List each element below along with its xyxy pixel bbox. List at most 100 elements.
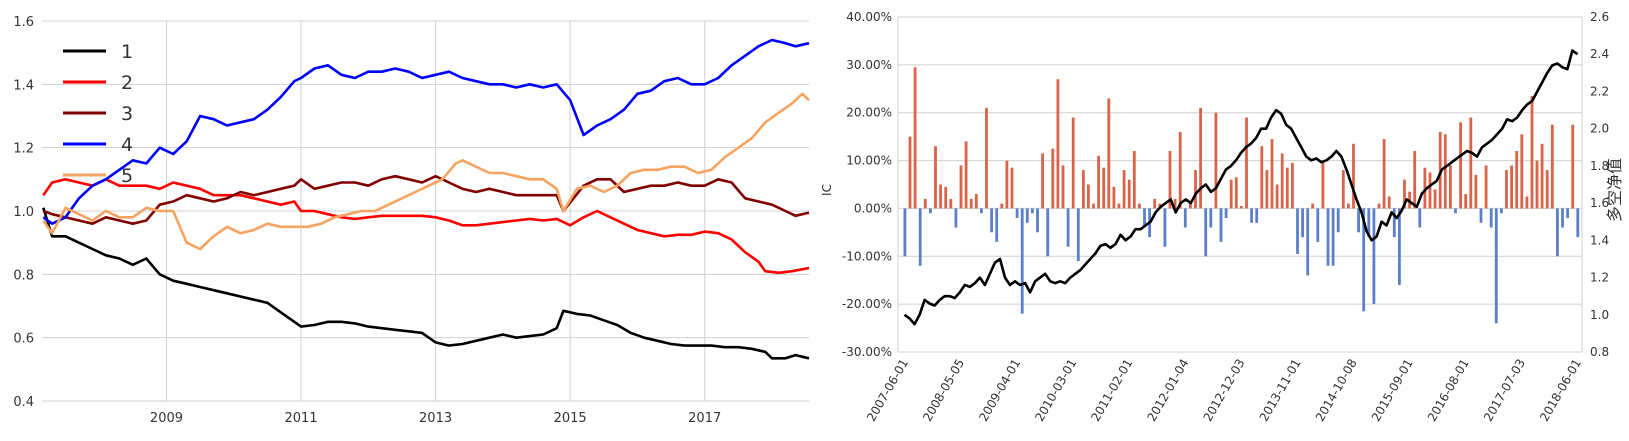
series-line-5 <box>42 92 810 251</box>
right-y2-tick-label: 2.0 <box>1590 122 1609 136</box>
legend-label-2: 2 <box>121 72 133 94</box>
ic-bar <box>1005 160 1009 209</box>
legend-label-3: 3 <box>121 103 133 125</box>
right-y2-tick-label: 2.4 <box>1590 47 1609 61</box>
ic-bar <box>1020 208 1024 314</box>
ic-bar <box>1510 165 1513 209</box>
ic-bar <box>1459 122 1462 209</box>
right-right-y-tick-labels: 0.8 1.0 1.2 1.4 1.6 1.8 2.0 2.2 2.4 2.6 <box>1590 10 1609 359</box>
ic-bar <box>1280 153 1284 209</box>
ic-bar <box>1046 208 1050 257</box>
ic-bar <box>1520 134 1524 209</box>
right-x-tick-labels: 2007-06-01 2008-05-05 2009-04-01 2010-03-01… <box>864 357 1584 424</box>
right-y2-tick-label: 2.2 <box>1590 84 1609 98</box>
left-y-tick-labels: 0.4 0.6 0.8 1.0 1.2 1.4 1.6 <box>13 15 34 410</box>
ic-bar <box>1428 172 1432 209</box>
right-y2-tick-label: 1.0 <box>1590 308 1609 322</box>
ic-bar <box>1285 167 1289 209</box>
ic-bar <box>1566 208 1569 218</box>
ic-bar <box>1082 170 1085 209</box>
ic-bar <box>1270 139 1274 209</box>
ic-bar <box>1403 179 1406 209</box>
right-x-tick-label: 2015-09-01 <box>1369 357 1416 424</box>
left-x-tick-labels: 2009 2011 2013 2015 2017 <box>150 411 721 426</box>
series-line-4 <box>42 38 810 225</box>
ic-bar <box>1357 208 1360 233</box>
right-y2-tick-label: 0.8 <box>1590 345 1609 359</box>
ic-bar <box>1413 151 1417 209</box>
left-y-tick-label: 1.2 <box>13 142 34 157</box>
right-y-tick-label: 30.00% <box>846 58 892 72</box>
ic-bar <box>1092 203 1095 209</box>
left-x-tick-label: 2011 <box>284 411 317 426</box>
right-x-tick-label: 2013-11-01 <box>1257 357 1304 424</box>
right-y-tick-label: 0.00% <box>854 201 892 215</box>
ic-bar <box>954 208 958 228</box>
ic-bar <box>1392 208 1396 238</box>
ic-bar <box>1107 98 1111 209</box>
right-plot-background <box>898 17 1582 352</box>
ic-bar <box>918 208 922 266</box>
right-x-tick-label: 2009-04-01 <box>976 357 1023 424</box>
ic-bar <box>1423 167 1427 209</box>
ic-bar <box>1500 208 1503 214</box>
ic-bar <box>1576 208 1580 238</box>
ic-bar <box>1224 208 1228 218</box>
right-x-tick-label: 2017-07-03 <box>1481 357 1528 424</box>
ic-bar <box>1474 174 1478 209</box>
ic-bar <box>1525 196 1529 209</box>
ic-bar <box>1102 167 1106 209</box>
ic-bar <box>980 208 983 214</box>
left-y-tick-label: 1.0 <box>13 205 34 220</box>
ic-bar <box>1296 208 1299 254</box>
left-x-tick-label: 2015 <box>554 411 587 426</box>
ic-bar <box>1056 79 1060 209</box>
right-y-tick-label: 10.00% <box>846 154 892 168</box>
right-y2-axis-label: 多空净值 <box>1605 158 1624 222</box>
right-x-tick-label: 2012-12-03 <box>1201 357 1248 424</box>
series-line-1 <box>42 207 810 360</box>
right-y-axis-label: IC <box>820 184 834 196</box>
ic-bar <box>1556 208 1559 257</box>
ic-bar <box>1015 208 1019 218</box>
ic-bar <box>1316 208 1320 242</box>
legend-label-4: 4 <box>121 134 133 156</box>
ic-bar <box>1122 170 1126 209</box>
right-y2-tick-label: 1.2 <box>1590 271 1609 285</box>
ic-bar <box>1291 163 1294 209</box>
right-grid <box>897 16 1583 353</box>
left-x-tick-label: 2017 <box>688 411 721 426</box>
ic-bar <box>913 67 917 209</box>
left-x-tick-label: 2009 <box>150 411 183 426</box>
ic-bar <box>1311 203 1315 209</box>
ic-bar <box>969 198 973 209</box>
ic-bar <box>908 136 912 209</box>
ic-bar <box>1127 179 1131 209</box>
ic-bar <box>1382 139 1386 209</box>
left-y-tick-label: 0.6 <box>13 332 34 347</box>
ic-bar <box>1484 165 1488 209</box>
left-grid <box>42 20 809 402</box>
ic-bar <box>1515 151 1519 209</box>
ic-bar <box>1240 206 1243 209</box>
ic-bar <box>1301 208 1304 238</box>
right-y-tick-label: -20.00% <box>842 297 892 311</box>
right-ic-bars <box>903 67 1580 324</box>
ic-bar <box>1219 208 1223 242</box>
ic-bar <box>1087 184 1090 209</box>
ic-bar <box>1321 160 1325 209</box>
ic-bar <box>1571 124 1575 209</box>
left-y-tick-label: 0.4 <box>13 395 34 410</box>
right-x-tick-label: 2010-03-01 <box>1032 357 1079 424</box>
ic-bar <box>1449 165 1452 209</box>
ic-bar <box>1454 208 1457 214</box>
right-y-tick-label: 40.00% <box>846 10 892 24</box>
ic-bar <box>1000 203 1004 209</box>
ic-bar <box>1076 208 1080 261</box>
ic-bar <box>934 146 937 209</box>
ic-bar <box>1387 196 1391 209</box>
ic-bar <box>1326 208 1330 266</box>
ic-bar <box>929 208 932 214</box>
ic-bar <box>1189 203 1192 209</box>
